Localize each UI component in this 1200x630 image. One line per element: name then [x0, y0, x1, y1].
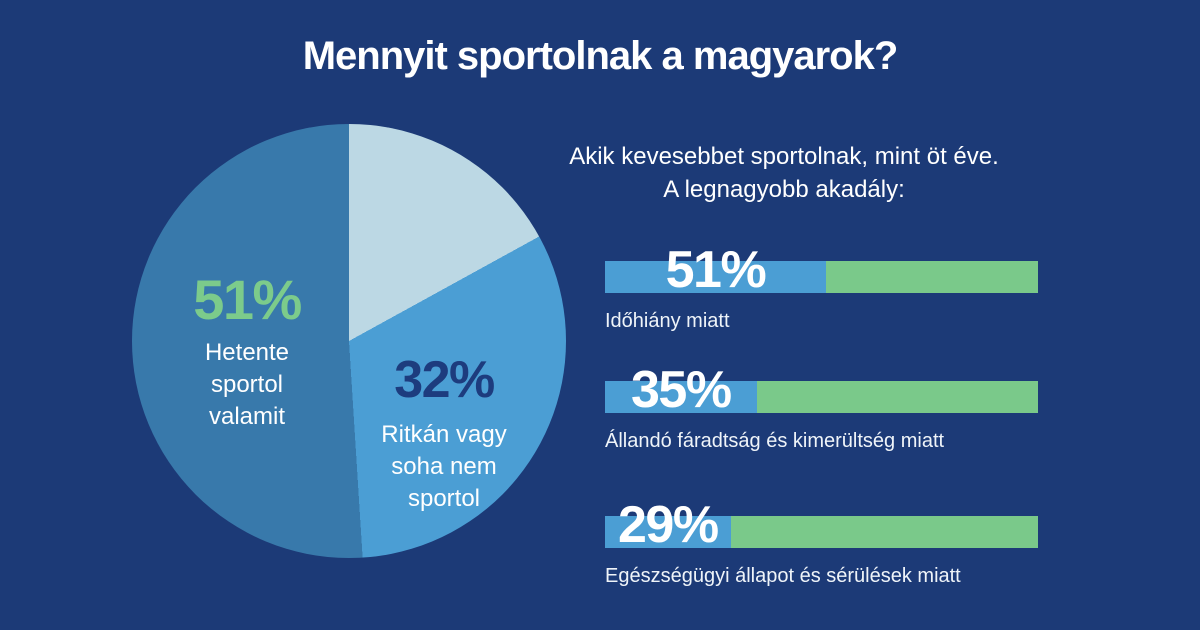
bar-track-time: 51% [605, 244, 1038, 296]
pie-value-rarely: 32% [394, 351, 495, 409]
pie-label-rarely: 32% Ritkán vagy soha nem sportol [381, 354, 506, 515]
bar-row-time: 51% Időhiány miatt [605, 244, 1038, 333]
bar-row-fatigue: 35% Állandó fáradtság és kimerültség mia… [605, 364, 1038, 453]
bar-caption-time: Időhiány miatt [605, 310, 730, 332]
bar-value-fatigue: 35% [630, 361, 732, 419]
bars-subtitle-line2: A legnagyobb akadály: [663, 176, 905, 203]
bars-subtitle-line1: Akik kevesebbet sportolnak, mint öt éve. [569, 143, 999, 170]
bar-value-time: 51% [665, 241, 767, 299]
page-title: Mennyit sportolnak a magyarok? [302, 34, 899, 78]
bar-row-health: 29% Egészségügyi állapot és sérülések mi… [605, 499, 1038, 588]
pie-caption-weekly: Hetente sportol valamit [204, 339, 290, 430]
bar-fill-time: 51% [605, 244, 826, 296]
pie-value-weekly: 51% [193, 268, 302, 331]
pie-caption-rarely: Ritkán vagy soha nem sportol [381, 421, 507, 512]
bar-value-health: 29% [617, 496, 719, 554]
pie-label-weekly: 51% Hetente sportol valamit [193, 268, 302, 433]
bar-track-health: 29% [605, 499, 1038, 551]
bar-caption-health: Egészségügyi állapot és sérülések miatt [605, 565, 961, 587]
bar-fill-health: 29% [605, 499, 731, 551]
bars-subtitle: Akik kevesebbet sportolnak, mint öt éve.… [569, 140, 999, 206]
bar-fill-fatigue: 35% [605, 364, 757, 416]
bar-caption-fatigue: Állandó fáradtság és kimerültség miatt [605, 430, 945, 452]
bar-track-fatigue: 35% [605, 364, 1038, 416]
pie-chart [132, 124, 566, 558]
